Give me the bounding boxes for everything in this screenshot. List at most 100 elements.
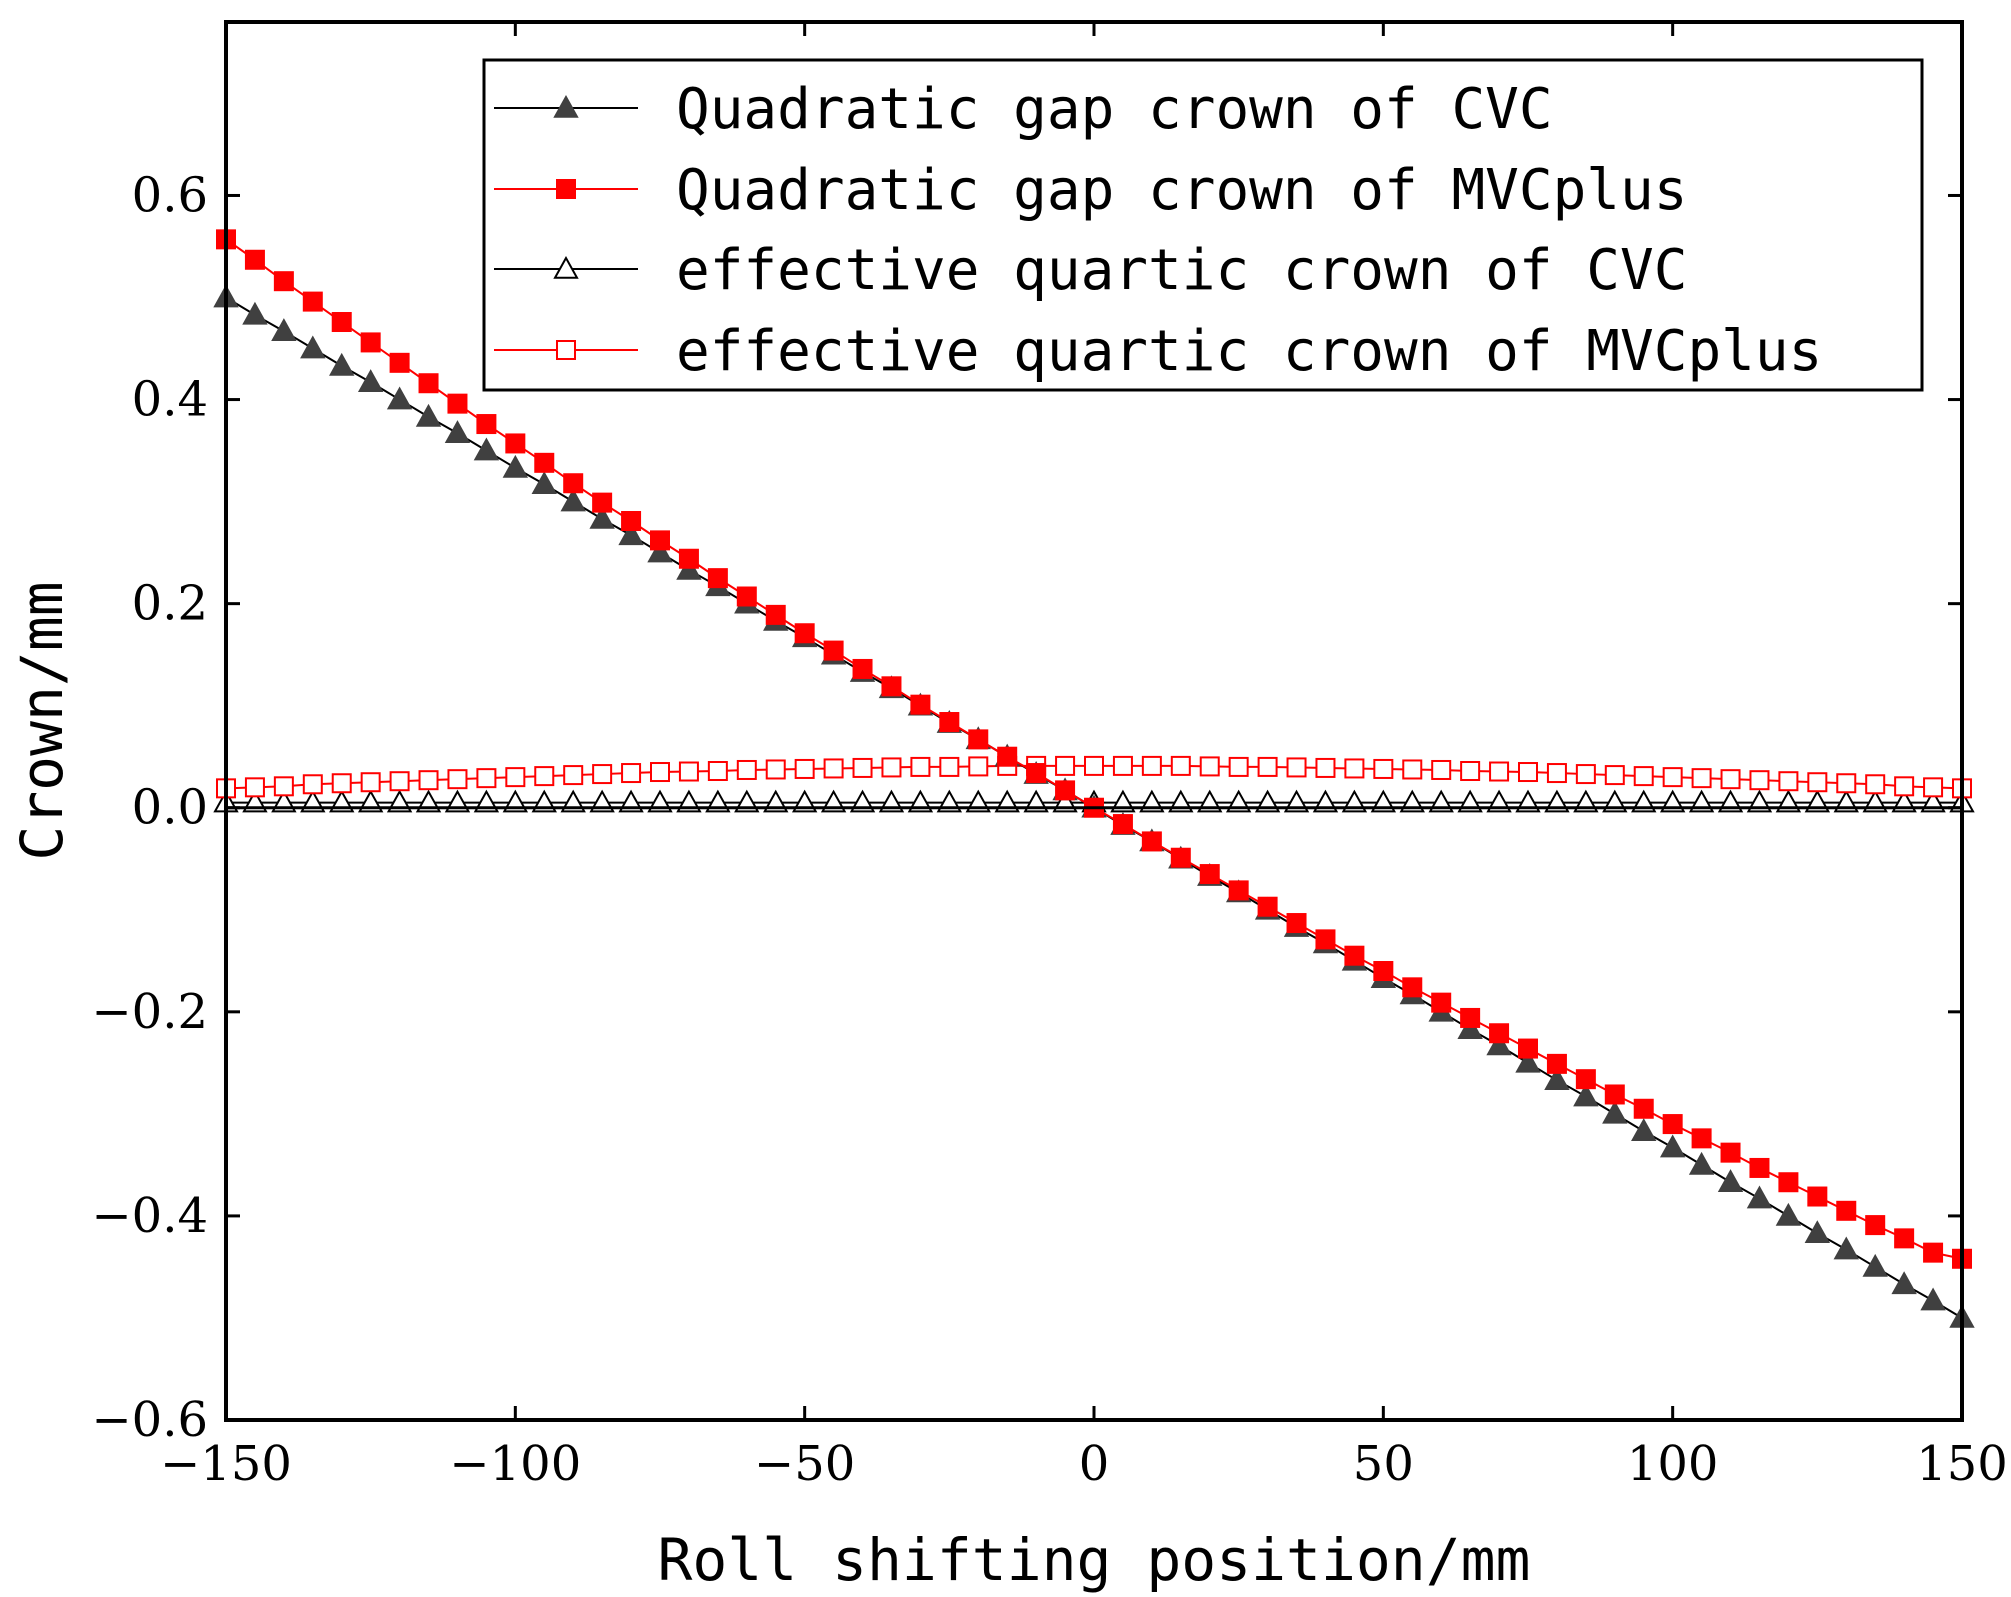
data-point	[357, 369, 384, 393]
data-point	[881, 676, 902, 697]
data-point	[1199, 864, 1220, 885]
data-point	[678, 548, 699, 569]
data-point	[360, 332, 381, 353]
data-point	[968, 729, 989, 750]
data-point	[1460, 1007, 1481, 1028]
legend-marker	[553, 94, 579, 118]
data-point	[418, 373, 439, 394]
legend-entry-mvcplus-quadratic: Quadratic gap crown of MVCplus	[494, 158, 1687, 223]
data-point	[553, 94, 579, 118]
data-point	[621, 763, 642, 784]
data-point	[1633, 766, 1654, 787]
data-point	[881, 757, 902, 778]
data-point	[852, 757, 873, 778]
y-tick-label: 0.6	[132, 167, 208, 223]
data-point	[1920, 1287, 1946, 1311]
data-point	[273, 776, 294, 797]
data-point	[502, 454, 529, 478]
data-point	[1546, 1053, 1567, 1074]
data-point	[1865, 1215, 1886, 1236]
legend-label: Quadratic gap crown of MVCplus	[676, 158, 1687, 223]
data-point	[244, 249, 265, 270]
data-point	[242, 301, 268, 325]
data-point	[1486, 1032, 1512, 1056]
data-point	[1631, 1118, 1657, 1142]
data-point	[650, 530, 670, 551]
data-point	[476, 768, 497, 789]
data-point	[1373, 758, 1394, 779]
data-point	[1315, 929, 1336, 950]
data-point	[1489, 1023, 1510, 1044]
legend-entry-cvc-quadratic: Quadratic gap crown of CVC	[494, 77, 1553, 142]
data-point	[389, 771, 410, 792]
data-point	[939, 756, 960, 777]
data-point	[418, 770, 439, 791]
y-tick-label: 0.4	[132, 372, 208, 428]
data-point	[534, 766, 555, 787]
data-point	[676, 556, 702, 580]
data-point	[765, 759, 786, 780]
data-point	[592, 492, 613, 513]
data-point	[589, 505, 615, 529]
data-point	[302, 774, 323, 795]
legend: Quadratic gap crown of CVC Quadratic gap…	[482, 58, 1924, 392]
data-point	[1286, 913, 1307, 934]
data-point	[556, 179, 576, 199]
data-point	[1544, 1067, 1570, 1090]
data-point	[1775, 1202, 1802, 1226]
data-point	[1894, 1228, 1915, 1249]
data-point	[1315, 757, 1336, 778]
data-point	[707, 761, 728, 782]
data-point	[910, 694, 931, 715]
data-point	[1228, 880, 1249, 901]
data-point	[1055, 755, 1076, 776]
data-point	[1141, 831, 1162, 852]
data-point	[1836, 773, 1857, 794]
data-point	[302, 291, 323, 312]
data-point	[1923, 777, 1944, 798]
y-tick-label: 0.0	[132, 780, 208, 836]
x-tick-label: −100	[449, 1436, 581, 1492]
series-3	[216, 755, 1972, 799]
data-point	[1749, 1157, 1770, 1178]
data-point	[1662, 1114, 1683, 1135]
data-point	[1836, 1200, 1857, 1221]
data-point	[823, 758, 844, 779]
data-point	[1515, 1049, 1541, 1073]
data-point	[1720, 769, 1741, 790]
data-point	[1344, 945, 1365, 966]
data-point	[1807, 772, 1828, 793]
data-point	[1026, 763, 1047, 784]
legend-marker	[556, 179, 576, 199]
data-point	[1402, 759, 1423, 780]
data-point	[447, 393, 468, 414]
data-point	[444, 420, 471, 444]
data-point	[1170, 755, 1191, 776]
data-point	[1575, 764, 1596, 785]
data-point	[331, 312, 352, 333]
data-point	[563, 473, 584, 494]
data-point	[360, 772, 381, 793]
data-point	[1431, 992, 1452, 1013]
data-point	[1662, 767, 1683, 788]
data-point	[271, 318, 297, 341]
data-point	[1257, 896, 1278, 917]
x-tick-label: 50	[1353, 1436, 1414, 1492]
data-point	[476, 414, 497, 435]
data-point	[1344, 758, 1365, 779]
data-point	[621, 510, 642, 531]
data-point	[1518, 762, 1538, 783]
y-axis-title: Crown/mm	[8, 581, 76, 860]
axes-layer: −150 −100 −50 0 50 100 150 −0.6 −0.4 −0.2 0.0 0.2 0.…	[91, 22, 2008, 1492]
legend-entry-mvcplus-quartic: effective quartic crown of MVCplus	[494, 319, 1822, 384]
data-point	[1865, 774, 1886, 795]
data-point	[1691, 768, 1712, 789]
data-point	[1894, 776, 1915, 797]
data-point	[415, 403, 442, 427]
y-tick-label: −0.2	[91, 984, 208, 1040]
data-point	[1633, 1098, 1654, 1119]
data-point	[1573, 1083, 1599, 1107]
legend-label: effective quartic crown of CVC	[676, 238, 1687, 303]
data-point	[505, 767, 526, 788]
